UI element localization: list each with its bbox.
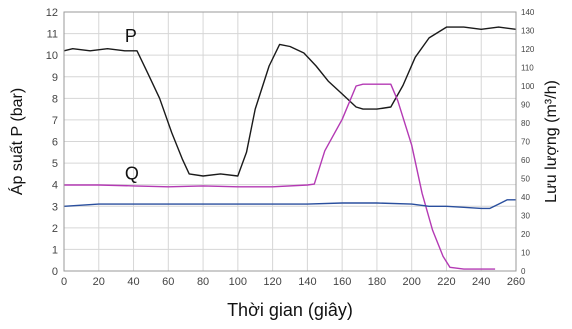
y2-tick-label: 70	[521, 138, 530, 147]
y-tick-label: 5	[52, 158, 58, 170]
series-line-line-2	[63, 199, 516, 210]
x-tick-label: 80	[197, 276, 209, 288]
y2-tick-label: 40	[521, 193, 530, 202]
y-tick-label: 1	[52, 244, 58, 256]
y2-tick-label: 140	[521, 8, 535, 17]
x-tick-label: 60	[162, 276, 174, 288]
y2-tick-label: 50	[521, 175, 530, 184]
y2-tick-label: 30	[521, 212, 530, 221]
x-tick-label: 100	[229, 276, 247, 288]
y2-tick-label: 130	[521, 27, 535, 36]
y-tick-label: 12	[46, 7, 58, 19]
x-tick-label: 220	[437, 276, 455, 288]
x-tick-label: 20	[93, 276, 105, 288]
x-tick-label: 180	[368, 276, 386, 288]
y2-tick-label: 10	[521, 249, 530, 258]
x-tick-label: 40	[127, 276, 139, 288]
series-line-p	[63, 26, 517, 177]
y2-tick-label: 100	[521, 82, 535, 91]
y2-tick-label: 60	[521, 156, 530, 165]
annotation-label: Q	[125, 163, 139, 183]
y-tick-label: 10	[46, 50, 58, 62]
x-tick-label: 0	[61, 276, 67, 288]
x-axis-title: Thời gian (giây)	[227, 300, 353, 320]
tick-labels: 0123456789101112010203040506070809010011…	[46, 7, 535, 288]
x-tick-label: 160	[333, 276, 351, 288]
annotation-label: P	[125, 26, 137, 46]
series-line-q	[64, 83, 496, 270]
plot-frame	[63, 11, 517, 272]
x-tick-label: 260	[507, 276, 525, 288]
y-tick-label: 8	[52, 93, 58, 105]
y2-axis-title: Lưu lượng (m³/h)	[543, 80, 560, 203]
y2-tick-label: 80	[521, 119, 530, 128]
y2-tick-label: 120	[521, 45, 535, 54]
x-tick-label: 200	[403, 276, 421, 288]
x-tick-label: 240	[472, 276, 490, 288]
y-tick-label: 6	[52, 137, 58, 149]
y2-tick-label: 20	[521, 230, 530, 239]
y-tick-label: 7	[52, 115, 58, 127]
y2-tick-label: 90	[521, 101, 530, 110]
x-tick-label: 140	[298, 276, 316, 288]
y2-tick-label: 0	[521, 267, 526, 276]
y-axis-title: Áp suất P (bar)	[7, 88, 26, 195]
y-tick-label: 11	[47, 29, 58, 41]
y-tick-label: 4	[52, 180, 58, 192]
y-tick-label: 9	[52, 72, 58, 84]
y2-tick-label: 110	[521, 64, 534, 73]
series-group	[63, 26, 517, 270]
x-tick-label: 120	[263, 276, 281, 288]
annotations: PQ	[125, 26, 139, 183]
y-tick-label: 2	[52, 223, 58, 235]
y-tick-label: 0	[52, 266, 58, 278]
y-tick-label: 3	[52, 201, 58, 213]
